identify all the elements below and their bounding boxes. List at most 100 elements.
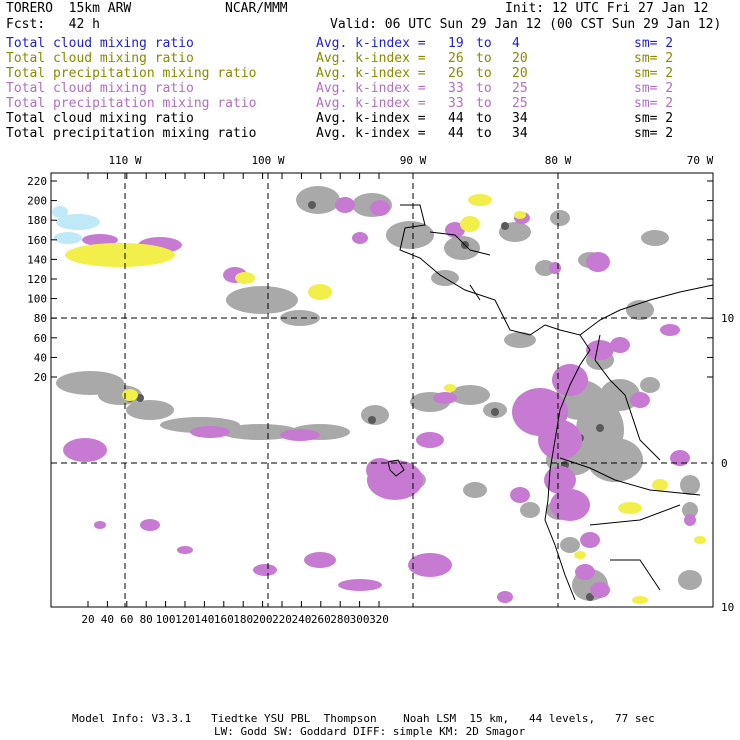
precip-yellow-patch [574, 551, 586, 559]
cloud-gray-patch [600, 379, 640, 411]
precip-purple-patch [366, 458, 394, 482]
precip-yellow-patch [444, 384, 456, 392]
cloud-gray-patch [504, 332, 536, 348]
legend-to: to [476, 51, 492, 66]
legend-row: Total cloud mixing ratio Avg. k-index = 19… [6, 36, 736, 51]
precip-purple-patch [352, 232, 368, 244]
cloud-gray-patch [560, 537, 580, 553]
x-tick-label: 120 [175, 613, 195, 626]
x-tick-label: 240 [291, 613, 311, 626]
precip-purple-patch [630, 392, 650, 408]
precip-yellow-patch [65, 243, 175, 267]
legend-k-end: 25 [512, 96, 528, 111]
y-tick-label: 40 [34, 351, 47, 364]
cloud-light-blue-patch [56, 214, 100, 230]
cloud-gray-patch [640, 377, 660, 393]
legend-k-end: 20 [512, 66, 528, 81]
legend-k-start: 26 [448, 66, 464, 81]
legend-to: to [476, 66, 492, 81]
legend-k-end: 25 [512, 81, 528, 96]
precip-purple-patch [253, 564, 277, 576]
legend-k-end: 34 [512, 111, 528, 126]
cloud-gray-patch [682, 502, 698, 518]
legend-field: Total precipitation mixing ratio [6, 96, 257, 111]
legend-k-start: 33 [448, 81, 464, 96]
cloud-gray-patch [126, 400, 174, 420]
precip-purple-patch [575, 564, 595, 580]
precip-purple-patch [335, 197, 355, 213]
legend-to: to [476, 111, 492, 126]
precip-purple-patch [408, 553, 452, 577]
precip-purple-patch [580, 532, 600, 548]
precip-purple-patch [544, 466, 576, 494]
precip-purple-patch [586, 340, 614, 360]
legend-avg-label: Avg. k-index = [316, 51, 426, 66]
cloud-light-blue-patch [54, 232, 82, 244]
legend-to: to [476, 96, 492, 111]
latitude-label: 10 N [721, 312, 740, 325]
y-tick-label: 180 [27, 214, 47, 227]
galapagos-islands [387, 459, 405, 477]
legend-avg-label: Avg. k-index = [316, 111, 426, 126]
precip-purple-patch [550, 489, 590, 521]
legend-field: Total cloud mixing ratio [6, 36, 194, 51]
x-tick-label: 260 [311, 613, 331, 626]
map-frame [50, 172, 714, 608]
legend-avg-label: Avg. k-index = [316, 126, 426, 141]
legend-avg-label: Avg. k-index = [316, 96, 426, 111]
cloud-core [596, 424, 604, 432]
x-tick-label: 140 [194, 613, 214, 626]
cloud-core [501, 222, 509, 230]
y-tick-label: 120 [27, 273, 47, 286]
legend-to: to [476, 126, 492, 141]
precip-yellow-patch [122, 389, 138, 401]
x-tick-label: 280 [330, 613, 350, 626]
x-tick-label: 40 [101, 613, 114, 626]
precip-purple-patch [549, 262, 561, 274]
organization: NCAR/MMM [225, 1, 288, 16]
cloud-light-blue-patch [52, 206, 68, 218]
cloud-gray-patch [280, 310, 320, 326]
legend-smoothing: sm= 2 [634, 36, 674, 51]
cloud-core [586, 593, 594, 601]
legend-avg-label: Avg. k-index = [316, 81, 426, 96]
precip-purple-patch [552, 364, 588, 396]
y-tick-label: 200 [27, 195, 47, 208]
precip-purple-patch [82, 234, 118, 246]
precip-purple-patch [177, 546, 193, 554]
cloud-gray-patch [626, 300, 654, 320]
cloud-gray-patch [550, 210, 570, 226]
legend-field: Total precipitation mixing ratio [6, 66, 257, 81]
legend-field: Total precipitation mixing ratio [6, 126, 257, 141]
precip-yellow-patch [235, 272, 255, 284]
y-tick-label: 80 [34, 312, 47, 325]
legend-avg-label: Avg. k-index = [316, 36, 426, 51]
longitude-label: 70 W [687, 154, 714, 167]
legend-smoothing: sm= 2 [634, 51, 674, 66]
precip-purple-patch [304, 552, 336, 568]
y-tick-label: 100 [27, 293, 47, 306]
legend-k-start: 26 [448, 51, 464, 66]
precip-yellow-patch [514, 211, 526, 219]
x-tick-label: 160 [214, 613, 234, 626]
legend-to: to [476, 36, 492, 51]
precip-purple-patch [280, 429, 320, 441]
precip-purple-patch [670, 450, 690, 466]
y-tick-label: 20 [34, 371, 47, 384]
legend-row: Total cloud mixing ratio Avg. k-index = 26… [6, 51, 736, 66]
precip-purple-patch [338, 579, 382, 591]
precip-yellow-patch [468, 194, 492, 206]
legend-smoothing: sm= 2 [634, 126, 674, 141]
legend-avg-label: Avg. k-index = [316, 66, 426, 81]
longitude-label: 80 W [545, 154, 572, 167]
precip-purple-patch [140, 519, 160, 531]
precip-yellow-patch [618, 502, 642, 514]
precip-purple-patch [370, 200, 390, 216]
legend-k-end: 4 [512, 36, 520, 51]
x-tick-label: 60 [120, 613, 133, 626]
x-tick-label: 80 [140, 613, 153, 626]
cloud-gray-patch [296, 186, 340, 214]
longitude-label: 100 W [251, 154, 284, 167]
model-title: TORERO 15km ARW [6, 1, 132, 16]
